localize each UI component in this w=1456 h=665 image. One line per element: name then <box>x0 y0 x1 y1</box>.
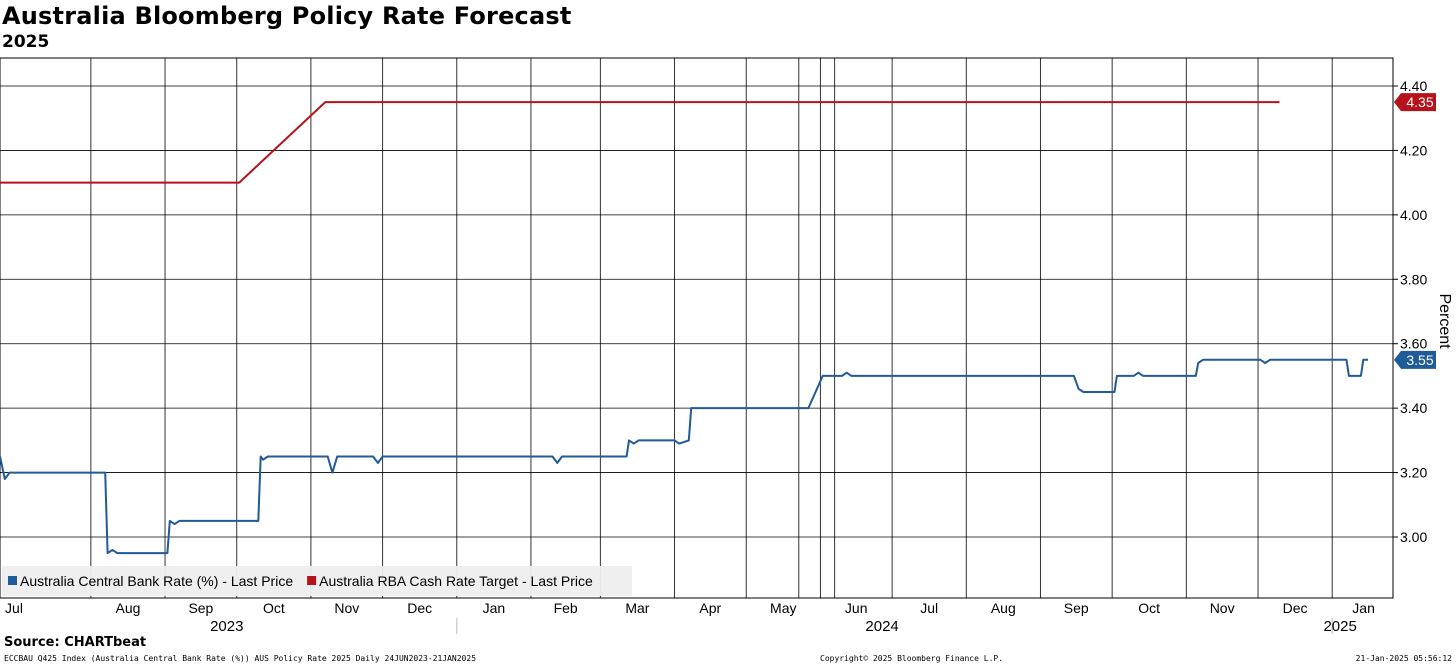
y-tick-label: 4.40 <box>1400 78 1427 94</box>
legend-swatch <box>307 576 317 585</box>
x-tick-label: Aug <box>115 600 140 616</box>
x-tick-label: Sep <box>1064 600 1089 616</box>
x-tick-label: Nov <box>1210 600 1235 616</box>
y-tick-label: 3.40 <box>1400 400 1427 416</box>
x-tick-label: Feb <box>554 600 578 616</box>
last-value-label: 3.55 <box>1406 352 1433 368</box>
x-tick-label: May <box>770 600 796 616</box>
x-tick-label: Oct <box>1138 600 1160 616</box>
last-value-tag <box>1394 350 1436 369</box>
plot-frame <box>0 57 1394 599</box>
y-tick-label: 3.80 <box>1400 271 1427 287</box>
legend-label: Australia RBA Cash Rate Target - Last Pr… <box>319 573 593 589</box>
x-tick-label: Jul <box>920 600 938 616</box>
x-tick-label: Sep <box>188 600 213 616</box>
chart-subtitle: 2025 <box>2 32 50 52</box>
last-value-label: 4.35 <box>1406 94 1433 110</box>
x-tick-label: Nov <box>334 600 359 616</box>
x-tick-label: Jan <box>1352 600 1375 616</box>
x-tick-label: Aug <box>991 600 1016 616</box>
x-tick-label: Jul <box>5 600 23 616</box>
chart-title: Australia Bloomberg Policy Rate Forecast <box>2 2 572 30</box>
legend-label: Australia Central Bank Rate (%) - Last P… <box>20 573 293 589</box>
legend-box <box>2 566 632 596</box>
x-tick-label: Apr <box>699 600 721 616</box>
legend-swatch <box>8 576 17 585</box>
x-year-label: 2024 <box>865 618 898 635</box>
x-tick-label: Jan <box>483 600 506 616</box>
series-line-0 <box>0 101 1280 184</box>
x-tick-label: Dec <box>1283 600 1308 616</box>
y-tick-label: 4.20 <box>1400 142 1427 158</box>
y-tick-label: 3.60 <box>1400 336 1427 352</box>
y-axis-title: Percent <box>1436 293 1453 349</box>
y-tick-label: 3.00 <box>1400 529 1427 545</box>
last-value-tag <box>1394 93 1436 112</box>
x-year-label: 2023 <box>210 618 243 635</box>
series-line-1 <box>0 358 1368 555</box>
y-tick-label: 3.20 <box>1400 465 1427 481</box>
x-tick-label: Jun <box>845 600 868 616</box>
footer-timestamp: 21-Jan-2025 05:56:12 <box>1355 654 1452 663</box>
footer-index-info: ECCBAU Q425 Index (Australia Central Ban… <box>4 654 477 663</box>
x-year-label: 2025 <box>1323 618 1356 635</box>
y-tick-label: 4.00 <box>1400 207 1427 223</box>
footer-copyright: Copyright© 2025 Bloomberg Finance L.P. <box>820 654 1004 663</box>
x-tick-label: Dec <box>407 600 432 616</box>
x-tick-label: Mar <box>625 600 649 616</box>
x-tick-label: Oct <box>263 600 285 616</box>
source-note: Source: CHARTbeat <box>4 635 147 650</box>
